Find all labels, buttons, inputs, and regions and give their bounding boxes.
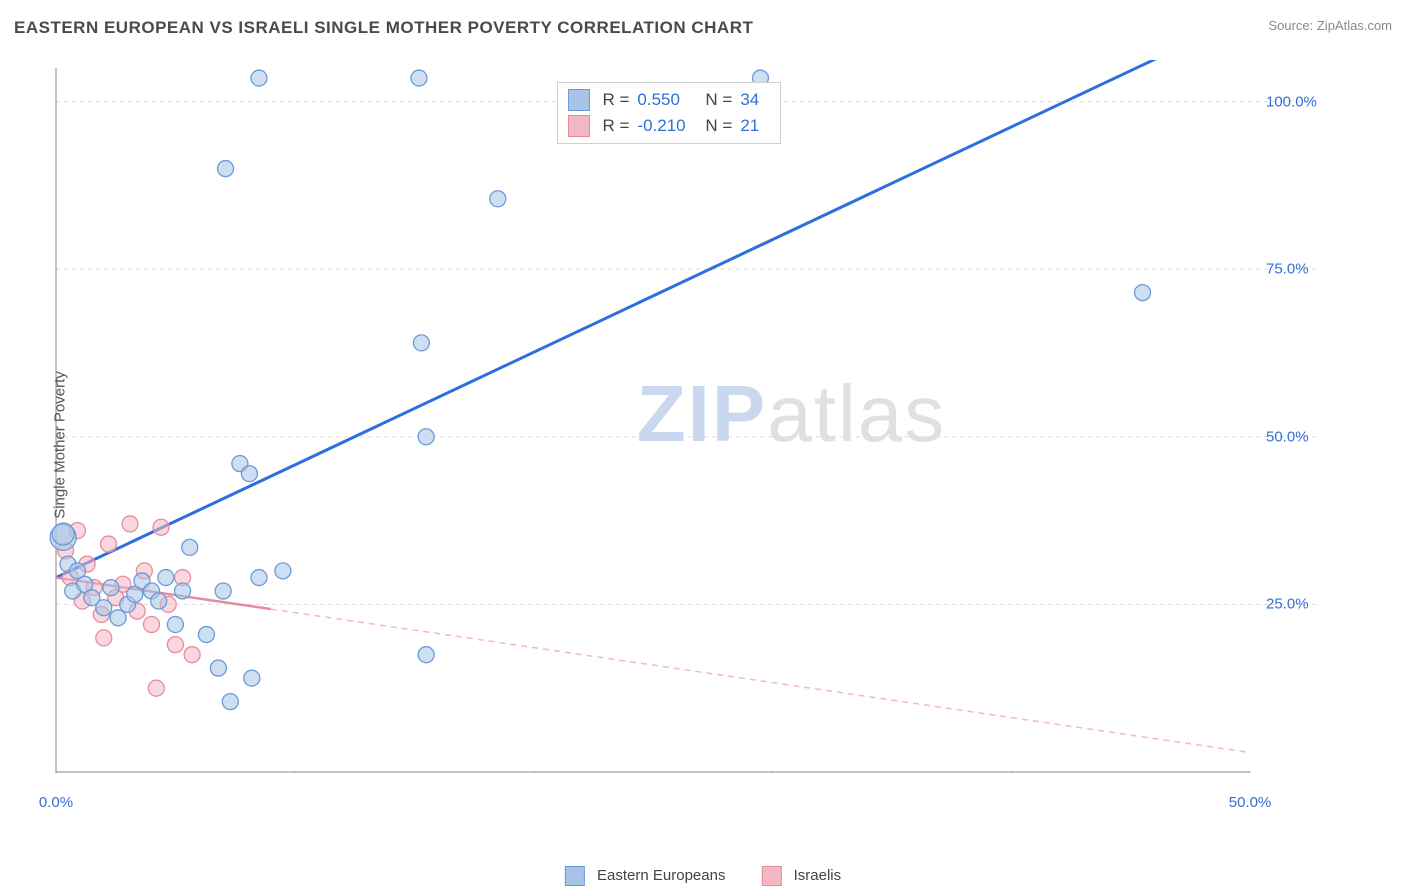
stat-swatch [568, 89, 590, 111]
y-tick-label: 75.0% [1266, 261, 1309, 278]
correlation-legend: R = 0.550 N = 34 R = -0.210 N = 21 [557, 82, 781, 144]
legend-label-israeli: Israelis [794, 867, 842, 884]
legend-item-israeli: Israelis [761, 866, 841, 886]
stat-n-value: 21 [740, 116, 770, 136]
y-axis-label: Single Mother Poverty [52, 371, 69, 519]
legend-label-eastern: Eastern Europeans [597, 867, 725, 884]
source-attribution: Source: ZipAtlas.com [1268, 18, 1392, 33]
x-tick-label: 0.0% [39, 794, 73, 811]
stat-n-label: N = [705, 90, 732, 110]
stat-n-label: N = [705, 116, 732, 136]
y-tick-label: 50.0% [1266, 428, 1309, 445]
y-tick-label: 25.0% [1266, 596, 1309, 613]
x-tick-label: 50.0% [1229, 794, 1272, 811]
stat-r-value: 0.550 [637, 90, 697, 110]
legend-swatch-eastern [565, 866, 585, 886]
y-tick-label: 100.0% [1266, 93, 1317, 110]
stat-swatch [568, 115, 590, 137]
stat-n-value: 34 [740, 90, 770, 110]
stat-r-label: R = [602, 90, 629, 110]
stat-r-value: -0.210 [637, 116, 697, 136]
scatter-chart-svg [48, 60, 1328, 830]
plot-area: Single Mother Poverty R = 0.550 N = 34 R = -0… [48, 60, 1328, 830]
series-legend: Eastern Europeans Israelis [565, 866, 841, 886]
stat-r-label: R = [602, 116, 629, 136]
legend-item-eastern: Eastern Europeans [565, 866, 726, 886]
stat-legend-row: R = 0.550 N = 34 [568, 87, 770, 113]
stat-legend-row: R = -0.210 N = 21 [568, 113, 770, 139]
chart-title: EASTERN EUROPEAN VS ISRAELI SINGLE MOTHE… [14, 18, 753, 38]
legend-swatch-israeli [761, 866, 781, 886]
